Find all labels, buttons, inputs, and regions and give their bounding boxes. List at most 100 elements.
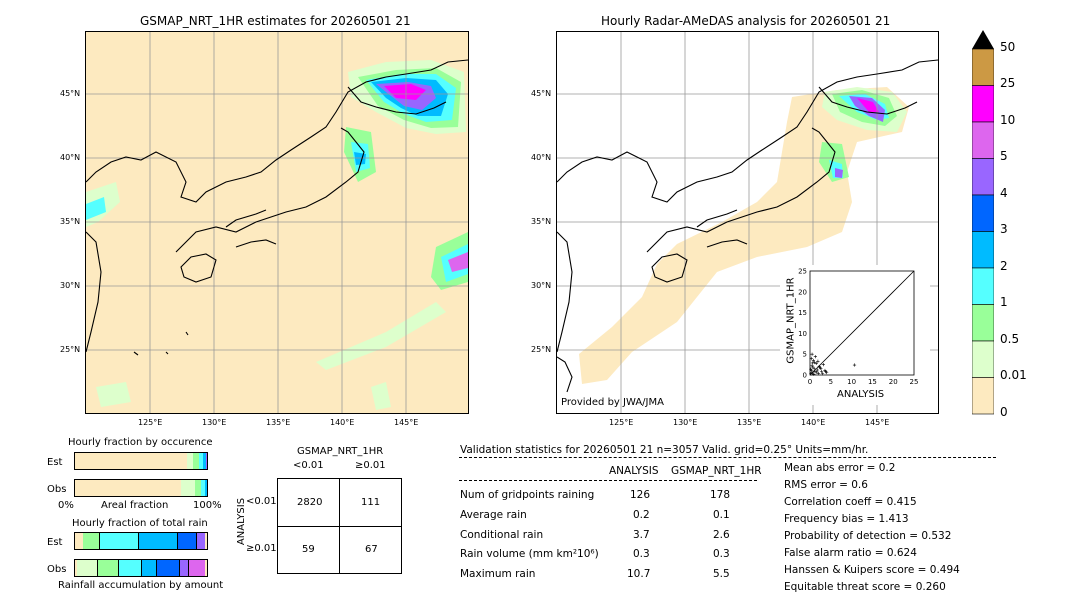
right-lon-label: 145°E bbox=[865, 418, 890, 427]
colorbar-label: 0 bbox=[1000, 405, 1008, 419]
colorbar-label: 10 bbox=[1000, 113, 1016, 127]
contingency-cell: 67 bbox=[365, 544, 378, 555]
scatter-point bbox=[820, 369, 824, 373]
right-lon-label: 135°E bbox=[737, 418, 762, 427]
contingency-cell: 2820 bbox=[297, 497, 323, 508]
validation-row-label: Rain volume (mm km²10⁶) bbox=[460, 548, 599, 560]
validation-row-analysis: 3.7 bbox=[633, 529, 650, 541]
colorbar-segment bbox=[971, 48, 995, 86]
colorbar-label: 50 bbox=[1000, 40, 1016, 54]
validation-score: Correlation coeff = 0.415 bbox=[784, 496, 917, 508]
scatter-point bbox=[813, 355, 818, 359]
scatter-point bbox=[812, 367, 816, 371]
validation-row-analysis: 10.7 bbox=[627, 568, 651, 580]
contingency-grid: 2820 111 59 67 bbox=[277, 478, 402, 574]
total-caption: Rainfall accumulation by amount bbox=[58, 580, 224, 591]
scatter-diagonal bbox=[809, 270, 915, 376]
validation-col-gsmap: GSMAP_NRT_1HR bbox=[671, 465, 762, 477]
right-lat-label: 35°N bbox=[531, 217, 552, 226]
left-map-panel bbox=[85, 31, 469, 414]
scatter-point bbox=[809, 367, 813, 371]
validation-score: Equitable threat score = 0.260 bbox=[784, 581, 946, 593]
left-lon-label: 145°E bbox=[394, 418, 419, 427]
occ-obs-bar bbox=[74, 479, 208, 497]
scatter-yticks: 0 5 10 15 20 25 bbox=[798, 268, 807, 380]
scatter-point bbox=[820, 372, 825, 376]
validation-score: Hanssen & Kuipers score = 0.494 bbox=[784, 564, 960, 576]
scatter-xtick-label: 0 bbox=[808, 378, 812, 386]
contingency-row-ge: ≥0.01 bbox=[246, 543, 277, 554]
right-lat-label: 30°N bbox=[531, 281, 552, 290]
scatter-xtick-label: 25 bbox=[910, 378, 919, 386]
scatter-point bbox=[819, 366, 823, 370]
colorbar-segment bbox=[971, 377, 995, 415]
left-lon-label: 125°E bbox=[138, 418, 163, 427]
contingency-col-ge: ≥0.01 bbox=[355, 460, 386, 471]
colorbar-label: 0.5 bbox=[1000, 332, 1020, 346]
contingency-cell: 111 bbox=[361, 497, 381, 508]
contingency-row-lt: <0.01 bbox=[246, 496, 277, 507]
scatter-ytick-label: 0 bbox=[803, 372, 807, 380]
occ-obs-label: Obs bbox=[47, 484, 67, 495]
scatter-point bbox=[816, 371, 820, 375]
colorbar-segment bbox=[971, 340, 995, 378]
validation-col-rule bbox=[459, 480, 757, 481]
colorbar-label: 0.01 bbox=[1000, 368, 1027, 382]
scatter-point bbox=[815, 368, 820, 372]
contingency-title: GSMAP_NRT_1HR bbox=[297, 446, 384, 457]
scatter-point bbox=[824, 370, 828, 374]
validation-row-label: Num of gridpoints raining bbox=[460, 489, 595, 501]
scatter-svg: 0 5 10 15 20 25 0 5 10 15 20 25 bbox=[798, 268, 919, 387]
colorbar-segment bbox=[971, 158, 995, 196]
right-lon-label: 130°E bbox=[673, 418, 698, 427]
scatter-points bbox=[809, 352, 857, 376]
right-coastlines bbox=[557, 59, 938, 393]
colorbar-segment bbox=[971, 194, 995, 232]
colorbar-segment bbox=[971, 304, 995, 342]
colorbar-label: 1 bbox=[1000, 295, 1008, 309]
colorbar-segment bbox=[971, 121, 995, 159]
left-lon-label: 130°E bbox=[202, 418, 227, 427]
left-lon-label: 140°E bbox=[330, 418, 355, 427]
validation-row-label: Average rain bbox=[460, 509, 527, 521]
scatter-xtick-label: 10 bbox=[847, 378, 856, 386]
left-lat-label: 40°N bbox=[60, 153, 81, 162]
total-title: Hourly fraction of total rain bbox=[72, 518, 208, 529]
right-lat-label: 40°N bbox=[531, 153, 552, 162]
scatter-ytick-label: 5 bbox=[803, 351, 807, 359]
scatter-point bbox=[812, 360, 817, 365]
validation-row-label: Conditional rain bbox=[460, 529, 544, 541]
colorbar-label: 4 bbox=[1000, 186, 1008, 200]
scatter-point bbox=[810, 352, 814, 356]
scatter-ylabel: GSMAP_NRT_1HR bbox=[785, 277, 797, 364]
validation-row-gsmap: 2.6 bbox=[713, 529, 730, 541]
right-map-title: Hourly Radar-AMeDAS analysis for 2026050… bbox=[601, 14, 891, 28]
scatter-ytick-label: 20 bbox=[798, 288, 807, 296]
validation-score: Frequency bias = 1.413 bbox=[784, 513, 909, 525]
right-lat-label: 25°N bbox=[531, 345, 552, 354]
scatter-ytick-label: 10 bbox=[798, 330, 807, 338]
colorbar-segments bbox=[971, 48, 995, 415]
scatter-point bbox=[812, 372, 816, 376]
scatter-point bbox=[809, 372, 813, 376]
scatter-point bbox=[817, 365, 821, 369]
scatter-point bbox=[809, 356, 813, 360]
validation-row-analysis: 0.3 bbox=[633, 548, 650, 560]
colorbar-segment bbox=[971, 231, 995, 269]
validation-row-analysis: 126 bbox=[630, 489, 651, 501]
colorbar-label: 5 bbox=[1000, 149, 1008, 163]
scatter-xtick-label: 5 bbox=[829, 378, 833, 386]
total-obs-bar bbox=[74, 559, 208, 577]
left-lat-label: 30°N bbox=[60, 281, 81, 290]
total-obs-label: Obs bbox=[47, 564, 67, 575]
scatter-point bbox=[814, 361, 818, 365]
colorbar-label: 25 bbox=[1000, 76, 1016, 90]
scatter-point bbox=[811, 358, 815, 363]
scatter-xtick-label: 15 bbox=[868, 378, 877, 386]
validation-row-gsmap: 178 bbox=[710, 489, 731, 501]
colorbar-segment bbox=[971, 85, 995, 123]
occ-axis-right: 100% bbox=[193, 500, 222, 511]
scatter-xticks: 0 5 10 15 20 25 bbox=[808, 378, 919, 386]
scatter-point bbox=[815, 370, 819, 374]
left-map-title: GSMAP_NRT_1HR estimates for 20260501 21 bbox=[140, 14, 411, 28]
